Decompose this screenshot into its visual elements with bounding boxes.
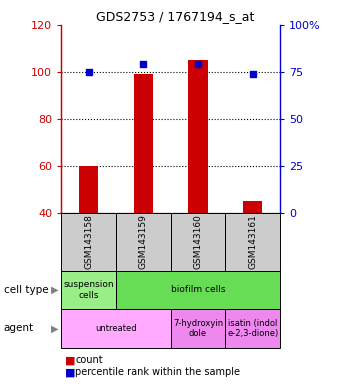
Text: suspension
cells: suspension cells xyxy=(63,280,114,300)
Text: ▶: ▶ xyxy=(50,285,58,295)
Text: isatin (indol
e-2,3-dione): isatin (indol e-2,3-dione) xyxy=(227,319,278,338)
Text: agent: agent xyxy=(4,323,34,333)
Text: biofilm cells: biofilm cells xyxy=(171,285,225,295)
Text: ■: ■ xyxy=(65,355,75,365)
Point xyxy=(86,69,91,75)
Bar xyxy=(243,201,262,213)
Bar xyxy=(79,166,98,213)
Text: cell type: cell type xyxy=(4,285,48,295)
Bar xyxy=(188,60,208,213)
Text: untreated: untreated xyxy=(95,324,137,333)
Text: GSM143159: GSM143159 xyxy=(139,215,148,269)
Point xyxy=(250,71,255,77)
Text: ▶: ▶ xyxy=(50,323,58,333)
Text: GSM143161: GSM143161 xyxy=(248,215,257,269)
Text: 7-hydroxyin
dole: 7-hydroxyin dole xyxy=(173,319,223,338)
Text: GDS2753 / 1767194_s_at: GDS2753 / 1767194_s_at xyxy=(96,10,254,23)
Text: GSM143160: GSM143160 xyxy=(194,215,202,269)
Text: ■: ■ xyxy=(65,367,75,377)
Text: percentile rank within the sample: percentile rank within the sample xyxy=(75,367,240,377)
Point xyxy=(140,61,146,68)
Text: GSM143158: GSM143158 xyxy=(84,215,93,269)
Text: count: count xyxy=(75,355,103,365)
Bar xyxy=(134,74,153,213)
Point xyxy=(195,61,201,68)
